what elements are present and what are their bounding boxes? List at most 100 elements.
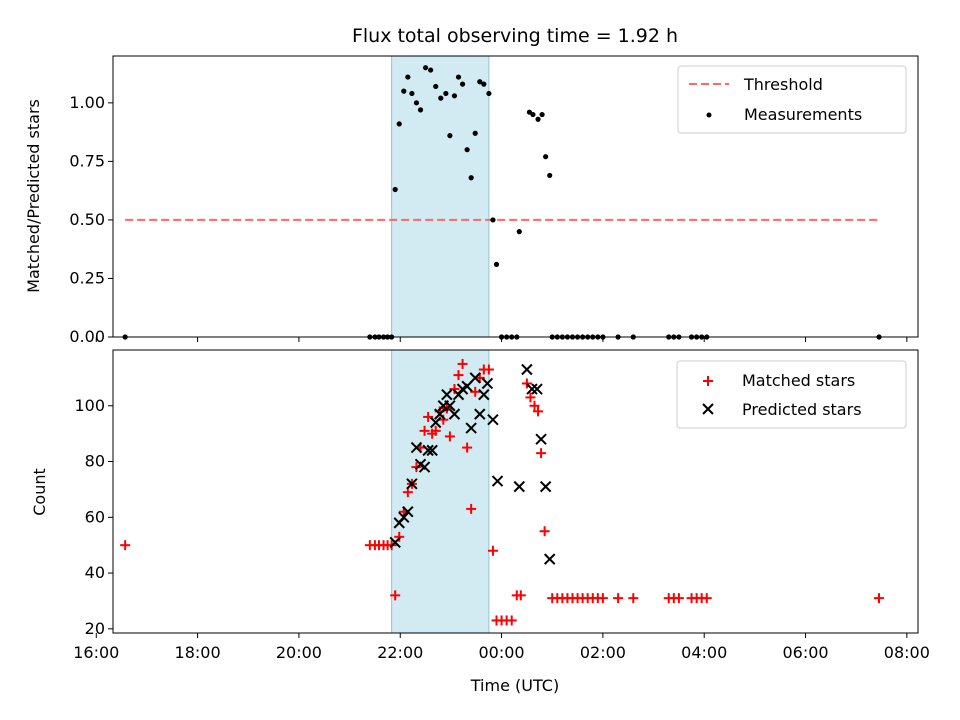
top-legend: Threshold Measurements: [677, 65, 907, 134]
point-matched-stars: [539, 526, 550, 537]
top-panel: 0.00 0.25 0.50 0.75 1.00 Matched/Predicted s…: [24, 55, 919, 346]
point-predicted-stars: [410, 441, 423, 454]
point-matched-stars: [487, 545, 498, 556]
x-axis-label: Time (UTC): [470, 676, 559, 695]
point-predicted-stars: [406, 478, 418, 490]
x-tick-label: 02:00: [580, 643, 626, 662]
point-matched-stars: [444, 431, 455, 442]
point-predicted-stars: [402, 506, 414, 518]
point-measurements: [438, 95, 444, 101]
point-measurements: [451, 93, 458, 99]
point-matched-stars: [390, 590, 401, 601]
point-predicted-stars: [487, 413, 499, 426]
point-predicted-stars: [521, 363, 533, 376]
point-measurements: [447, 133, 453, 139]
point-matched-stars: [529, 400, 540, 411]
point-predicted-stars: [481, 377, 494, 390]
point-predicted-stars: [469, 372, 481, 384]
point-measurements: [405, 74, 411, 80]
point-predicted-stars: [543, 553, 556, 565]
bottom-legend-box: [676, 360, 907, 429]
point-measurements: [493, 261, 500, 268]
point-predicted-stars: [452, 388, 465, 401]
point-predicted-stars: [398, 511, 410, 523]
point-matched-stars: [673, 593, 684, 604]
legend-measurements-label: Measurements: [744, 105, 862, 124]
bottom-y-tick-label: 80: [85, 452, 105, 471]
point-measurements: [535, 116, 541, 122]
legend-measurements-swatch: [706, 112, 712, 118]
x-tick-label: 08:00: [884, 643, 930, 662]
point-predicted-stars: [535, 433, 547, 445]
point-measurements: [417, 107, 424, 113]
point-matched-stars: [466, 503, 477, 514]
bottom-plot-frame: [112, 349, 919, 634]
point-predicted-stars: [513, 480, 526, 493]
x-tick-label: 22:00: [377, 643, 423, 662]
point-measurements: [486, 90, 492, 97]
x-tick-label: 00:00: [479, 643, 525, 662]
point-predicted-stars: [478, 388, 490, 401]
point-matched-stars: [597, 593, 608, 604]
top-y-tick-label: 0.25: [69, 268, 105, 287]
point-matched-stars: [419, 425, 430, 436]
x-tick-label: 16:00: [73, 643, 119, 662]
point-measurements: [464, 147, 470, 153]
bottom-y-tick-label: 100: [74, 396, 105, 415]
point-matched-stars: [515, 590, 526, 601]
point-predicted-stars: [474, 408, 486, 420]
point-predicted-stars: [422, 444, 434, 457]
point-predicted-stars: [426, 444, 438, 457]
bottom-y-tick-label: 20: [85, 619, 105, 638]
point-matched-stars: [613, 593, 624, 604]
bottom-panel: 20 40 60 80 100 16:00 18:00 20:00 22:00 00:00 02:…: [30, 349, 930, 695]
point-measurements: [392, 186, 398, 193]
top-y-axis-label: Matched/Predicted stars: [24, 99, 43, 293]
bottom-legend: Matched stars Predicted stars: [676, 360, 907, 429]
top-y-tick-label: 0.00: [69, 327, 105, 346]
point-measurements: [428, 67, 434, 73]
point-measurements: [468, 175, 474, 181]
point-measurements: [422, 65, 429, 71]
point-predicted-stars: [430, 416, 442, 429]
point-predicted-stars: [434, 408, 446, 420]
point-matched-stars: [628, 593, 639, 604]
point-matched-stars: [506, 615, 517, 626]
point-predicted-stars: [448, 408, 461, 420]
point-matched-stars: [873, 593, 884, 604]
point-matched-stars: [470, 386, 481, 397]
x-tick-label: 06:00: [782, 643, 828, 662]
point-matched-stars: [394, 531, 405, 542]
bottom-y-axis-label: Count: [30, 468, 49, 516]
point-measurements: [477, 79, 483, 85]
x-tick-label: 18:00: [175, 643, 221, 662]
point-measurements: [490, 217, 496, 223]
legend-predicted-swatch: [702, 403, 714, 415]
legend-matched-label: Matched stars: [742, 371, 855, 390]
legend-threshold-label: Threshold: [743, 75, 823, 94]
point-matched-stars: [525, 392, 536, 403]
bottom-y-tick-label: 40: [85, 563, 105, 582]
x-tick-label: 04:00: [681, 643, 727, 662]
point-measurements: [401, 88, 407, 94]
top-y-tick-label: 0.50: [69, 210, 105, 229]
bottom-series-layer: [120, 358, 884, 626]
point-predicted-stars: [531, 383, 543, 395]
point-measurements: [396, 121, 402, 127]
point-matched-stars: [521, 378, 532, 389]
top-y-tick-label: 1.00: [69, 93, 105, 112]
chart-title: Flux total observing time = 1.92 h: [352, 25, 678, 47]
point-measurements: [530, 111, 536, 118]
point-measurements: [455, 74, 462, 80]
point-measurements: [443, 90, 449, 97]
point-measurements: [409, 90, 415, 97]
point-predicted-stars: [441, 388, 453, 401]
point-predicted-stars: [539, 480, 552, 493]
top-plot-frame: [112, 55, 919, 338]
point-measurements: [481, 81, 487, 87]
bottom-y-axis: 20 40 60 80 100: [74, 396, 113, 638]
point-predicted-stars: [526, 383, 538, 395]
point-measurements: [459, 81, 466, 87]
top-observing-window: [391, 55, 490, 338]
